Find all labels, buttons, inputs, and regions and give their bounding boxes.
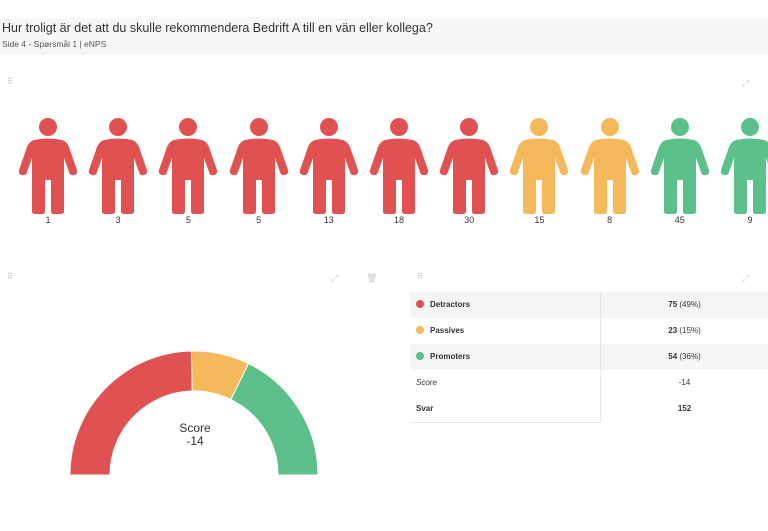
gauge-segment-detractors (69, 350, 193, 476)
person-icon (650, 118, 709, 214)
person-figure: 5 (158, 110, 218, 230)
question-subtitle: Side 4 - Spørsmål 1 | eNPS (2, 39, 107, 49)
detractors-pct: (49%) (679, 300, 701, 309)
person-icon (439, 118, 499, 214)
passives-label: Passives (430, 326, 465, 335)
question-title: Hur troligt är det att du skulle rekomme… (2, 21, 433, 35)
gauge-score-value: -14 (186, 434, 204, 448)
detractors-count: 75 (668, 300, 678, 309)
expand-icon[interactable]: ⤢ (331, 273, 339, 283)
gauge-segment-promoters (230, 362, 319, 476)
person-count: 5 (256, 215, 262, 225)
table-row-promoters: Promoters 54 (36%) (410, 344, 768, 370)
person-icon (88, 118, 148, 214)
person-icon (369, 118, 429, 214)
person-icon (229, 118, 288, 214)
drag-handle-icon[interactable]: ⠿ (7, 272, 13, 281)
svar-value: 152 (677, 404, 692, 413)
score-label: Score (416, 378, 437, 387)
person-figure: 3 (88, 110, 148, 230)
person-icon (18, 118, 78, 214)
person-count: 9 (747, 215, 753, 225)
person-figure: 13 (299, 110, 359, 230)
person-count: 8 (607, 215, 613, 225)
table-divider (410, 422, 600, 423)
delete-icon[interactable]: 🗑 (366, 273, 378, 283)
passives-dot (416, 326, 424, 334)
table-row-passives: Passives 23 (15%) (410, 318, 768, 344)
person-icon (159, 118, 218, 214)
person-icon (580, 118, 639, 214)
promoters-dot (416, 352, 424, 360)
nps-gauge (69, 350, 319, 476)
person-figure: 30 (439, 110, 499, 230)
person-figure: 5 (229, 110, 289, 230)
person-count: 5 (185, 215, 191, 225)
drag-handle-icon[interactable]: ⠿ (417, 272, 423, 281)
svar-label: Svar (416, 404, 434, 413)
nps-table: Detractors 75 (49%) Passives 23 (15%) Pr… (410, 292, 768, 422)
people-chart: 1 3 5 5 13 18 30 15 8 45 9 (0, 110, 768, 230)
expand-icon[interactable]: ⤢ (742, 78, 750, 88)
person-count: 13 (323, 215, 334, 225)
person-figure: 1 (18, 110, 78, 230)
person-count: 15 (534, 215, 545, 225)
gauge-score: Score -14 (150, 422, 240, 448)
detractors-dot (416, 300, 424, 308)
table-row-detractors: Detractors 75 (49%) (410, 292, 768, 318)
person-figure: 15 (509, 110, 569, 230)
person-figure: 18 (369, 110, 429, 230)
person-figure: 45 (650, 110, 710, 230)
passives-count: 23 (668, 326, 678, 335)
person-figure: 9 (720, 110, 768, 230)
score-value: -14 (600, 370, 768, 396)
nps-gauge-panel (0, 268, 395, 531)
person-icon (299, 118, 358, 214)
question-header: Hur troligt är det att du skulle rekomme… (0, 18, 768, 54)
person-count: 3 (115, 215, 121, 225)
person-count: 30 (464, 215, 475, 225)
table-row-score: Score -14 (410, 370, 768, 396)
person-count: 18 (393, 215, 404, 225)
detractors-label: Detractors (430, 300, 471, 309)
expand-icon[interactable]: ⤢ (742, 273, 750, 283)
passives-pct: (15%) (679, 326, 701, 335)
drag-handle-icon[interactable]: ⠿ (7, 77, 13, 86)
person-figure: 8 (580, 110, 640, 230)
person-count: 1 (45, 215, 51, 225)
promoters-pct: (36%) (679, 352, 701, 361)
promoters-count: 54 (668, 352, 678, 361)
person-icon (720, 118, 768, 214)
person-count: 45 (674, 215, 685, 225)
gauge-score-label: Score (179, 421, 211, 435)
promoters-label: Promoters (430, 352, 471, 361)
table-row-svar: Svar 152 (410, 396, 768, 422)
person-icon (510, 118, 569, 214)
